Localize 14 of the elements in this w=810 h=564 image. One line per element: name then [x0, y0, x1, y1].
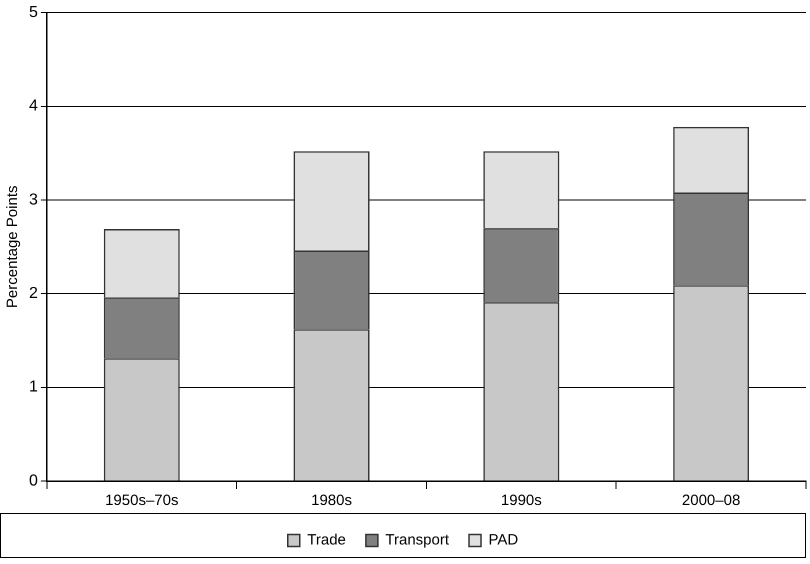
x-tick-label: 1980s [311, 492, 352, 510]
y-tick-label: 5 [28, 4, 38, 22]
x-tick-label: 1950s–70s [105, 492, 178, 510]
y-tick-label: 3 [28, 191, 38, 208]
x-tick-label: 2000–08 [682, 492, 740, 510]
x-tick-label: 1990s [500, 492, 542, 510]
legend-label: Trade [307, 532, 346, 549]
legend-label: Transport [385, 532, 450, 549]
legend-label: PAD [488, 532, 518, 549]
y-axis-title: Percentage Points [4, 186, 22, 308]
y-tick-label: 4 [28, 98, 38, 115]
y-tick-label: 1 [28, 378, 38, 396]
y-tick-label: 2 [28, 285, 38, 302]
y-tick-label: 0 [28, 472, 38, 490]
